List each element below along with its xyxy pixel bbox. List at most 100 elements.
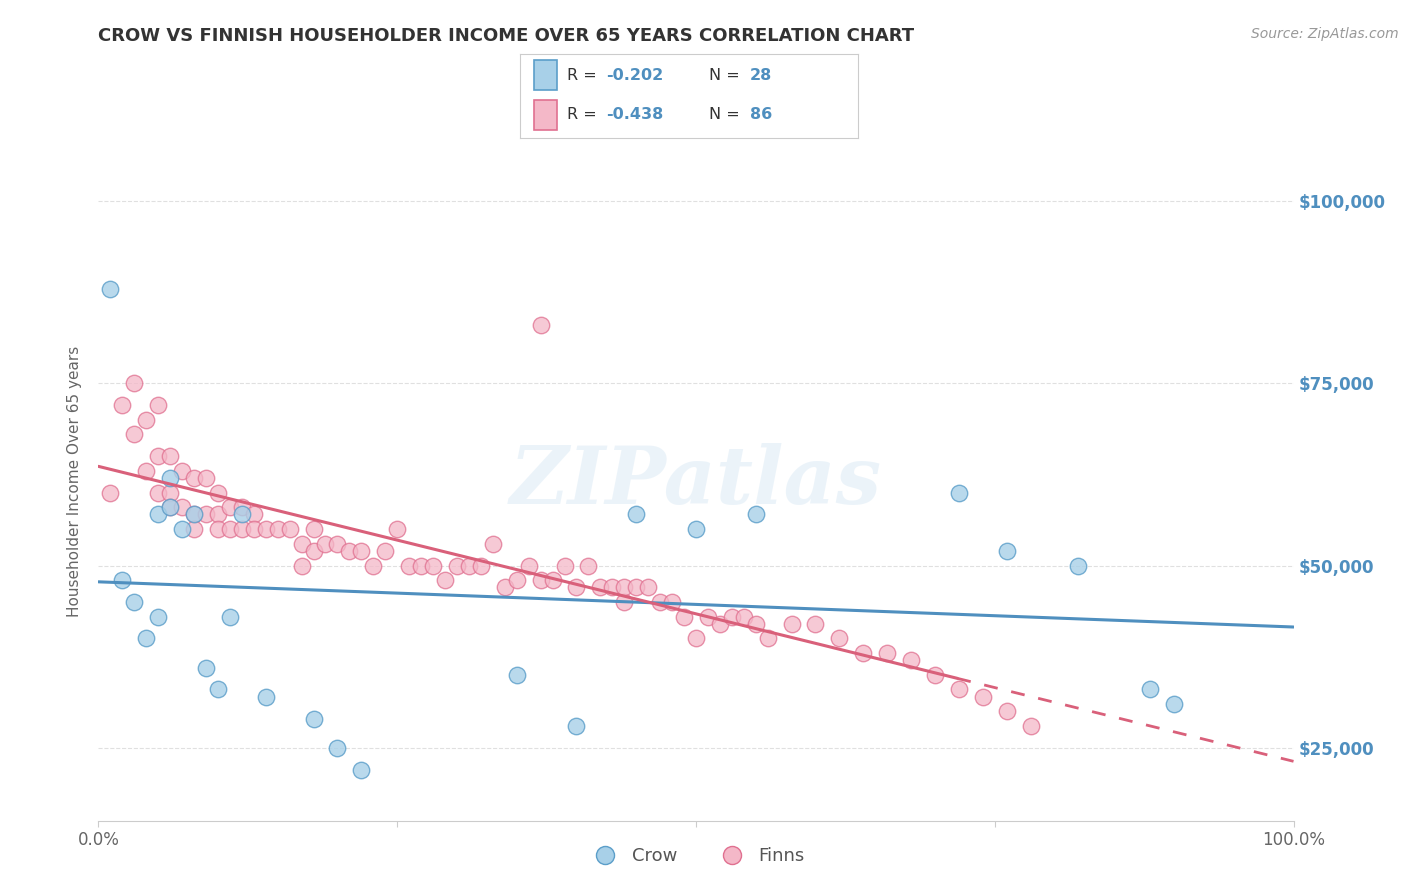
Point <box>172 500 194 515</box>
Point <box>876 646 898 660</box>
Point <box>1067 558 1090 573</box>
Point <box>231 500 253 515</box>
Point <box>411 558 433 573</box>
Text: ZIPatlas: ZIPatlas <box>510 443 882 520</box>
Text: 86: 86 <box>749 107 772 122</box>
Text: N =: N = <box>709 68 745 83</box>
Point <box>302 522 325 536</box>
Point <box>506 573 529 587</box>
Point <box>554 558 576 573</box>
Point <box>267 522 290 536</box>
Point <box>207 522 229 536</box>
Point <box>602 580 624 594</box>
Point <box>422 558 444 573</box>
Point <box>219 500 242 515</box>
Text: CROW VS FINNISH HOUSEHOLDER INCOME OVER 65 YEARS CORRELATION CHART: CROW VS FINNISH HOUSEHOLDER INCOME OVER … <box>98 27 914 45</box>
Point <box>433 573 456 587</box>
Point <box>494 580 516 594</box>
Point <box>385 522 409 536</box>
Point <box>124 427 146 442</box>
Point <box>194 471 218 485</box>
Point <box>159 500 181 515</box>
Point <box>302 544 325 558</box>
Point <box>637 580 659 594</box>
Point <box>219 609 242 624</box>
Point <box>804 616 827 631</box>
Point <box>517 558 540 573</box>
Point <box>721 609 744 624</box>
Point <box>278 522 301 536</box>
Point <box>291 558 314 573</box>
Point <box>326 536 349 550</box>
Point <box>194 508 218 522</box>
Point <box>661 595 683 609</box>
Point <box>948 682 970 697</box>
Point <box>183 508 205 522</box>
Point <box>780 616 803 631</box>
Point <box>207 508 229 522</box>
Point <box>576 558 599 573</box>
Point <box>339 544 360 558</box>
Point <box>626 580 648 594</box>
Text: Source: ZipAtlas.com: Source: ZipAtlas.com <box>1251 27 1399 41</box>
Point <box>243 508 266 522</box>
Point <box>302 712 325 726</box>
Point <box>98 281 122 295</box>
Point <box>326 740 349 755</box>
Point <box>148 398 170 412</box>
Point <box>207 485 229 500</box>
Point <box>183 522 205 536</box>
Point <box>613 595 636 609</box>
Point <box>924 668 946 682</box>
FancyBboxPatch shape <box>534 61 557 90</box>
Point <box>589 580 612 594</box>
Point <box>398 558 420 573</box>
Point <box>565 580 588 594</box>
Point <box>613 580 636 594</box>
Point <box>363 558 385 573</box>
Point <box>148 485 170 500</box>
Point <box>565 719 588 733</box>
Point <box>852 646 875 660</box>
Point <box>291 536 314 550</box>
Point <box>183 508 205 522</box>
Point <box>756 632 779 646</box>
Point <box>733 609 755 624</box>
Point <box>124 595 146 609</box>
Point <box>685 632 707 646</box>
Point <box>1019 719 1042 733</box>
Point <box>350 763 373 777</box>
Point <box>135 632 157 646</box>
Text: -0.438: -0.438 <box>606 107 664 122</box>
Point <box>446 558 468 573</box>
Point <box>648 595 672 609</box>
Point <box>828 632 851 646</box>
Point <box>135 413 157 427</box>
Point <box>135 464 157 478</box>
Point <box>374 544 396 558</box>
Point <box>254 690 277 704</box>
Point <box>148 508 170 522</box>
Text: 28: 28 <box>749 68 772 83</box>
Point <box>972 690 994 704</box>
Text: R =: R = <box>568 107 602 122</box>
Point <box>219 522 242 536</box>
Point <box>470 558 492 573</box>
Point <box>172 464 194 478</box>
Point <box>159 500 181 515</box>
Point <box>697 609 720 624</box>
Point <box>194 660 218 674</box>
Point <box>1163 697 1185 711</box>
Point <box>231 508 253 522</box>
Point <box>243 522 266 536</box>
Point <box>995 544 1018 558</box>
Text: R =: R = <box>568 68 602 83</box>
Point <box>98 485 122 500</box>
Point <box>1139 682 1161 697</box>
Point <box>159 471 181 485</box>
Point <box>159 449 181 463</box>
Point <box>350 544 373 558</box>
Point <box>685 522 707 536</box>
Legend: Crow, Finns: Crow, Finns <box>579 840 813 872</box>
Point <box>315 536 337 550</box>
